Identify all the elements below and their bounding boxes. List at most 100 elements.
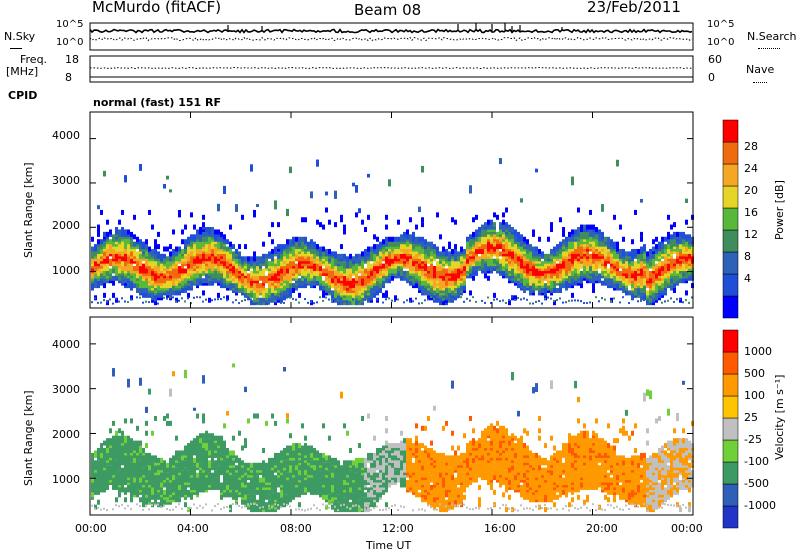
heat-cell (631, 239, 634, 245)
heat-cell (235, 268, 238, 274)
sparse-echo (352, 182, 355, 187)
heat-cell (307, 241, 310, 247)
heat-cell (169, 489, 172, 495)
heat-cell (445, 248, 448, 254)
ground-speckle (505, 302, 507, 305)
heat-cell (118, 435, 121, 441)
power-cbar-tick-16: 16 (744, 206, 758, 219)
ground-speckle (445, 296, 447, 299)
heat-cell (133, 283, 136, 289)
heat-cell (376, 256, 379, 262)
heat-cell (550, 248, 553, 254)
heat-cell (106, 482, 109, 488)
heat-cell (346, 256, 349, 262)
ground-speckle (442, 299, 444, 302)
ground-speckle (157, 302, 159, 305)
heat-cell (640, 231, 643, 237)
heat-cell (592, 246, 595, 252)
heat-cell (259, 283, 262, 289)
heat-cell (217, 229, 220, 235)
velocity-cbar-tick-neg100: -100 (744, 455, 769, 468)
heat-cell (223, 440, 226, 446)
heat-cell (388, 253, 391, 259)
heat-cell (397, 219, 400, 225)
heat-cell (529, 280, 532, 286)
heat-cell (133, 234, 136, 240)
ground-speckle (280, 301, 282, 304)
heat-cell (187, 292, 190, 298)
heat-cell (565, 280, 568, 286)
heat-cell (220, 482, 223, 488)
ground-speckle (142, 301, 144, 304)
velocity-ytick-1000: 1000 (52, 473, 80, 486)
heat-cell (334, 278, 337, 284)
heat-cell (193, 457, 196, 463)
heat-cell (193, 224, 196, 230)
heat-cell (427, 241, 430, 247)
velocity-cbar-tick-neg1000: -1000 (744, 499, 776, 512)
ground-speckle (487, 296, 489, 299)
heat-cell (556, 270, 559, 276)
heat-cell (178, 489, 181, 495)
heat-cell (523, 236, 526, 242)
power-cbar-tick-8: 8 (744, 250, 751, 263)
ground-speckle (511, 296, 513, 299)
heat-cell (343, 224, 346, 230)
heat-cell (235, 465, 238, 471)
heat-cell (502, 212, 505, 218)
ground-speckle (217, 298, 219, 301)
heat-cell (103, 266, 106, 272)
heat-cell (373, 266, 376, 272)
heat-cell (361, 251, 364, 257)
heat-cell (409, 280, 412, 286)
heat-cell (151, 487, 154, 493)
heat-cell (334, 270, 337, 276)
heat-cell (445, 278, 448, 284)
heat-cell (217, 465, 220, 471)
heat-cell (493, 234, 496, 240)
ground-speckle (424, 299, 426, 302)
heat-cell (538, 236, 541, 242)
heat-cell (118, 428, 121, 434)
heat-cell (199, 268, 202, 274)
heat-cell (523, 285, 526, 291)
heat-cell (142, 467, 145, 473)
heat-cell (184, 224, 187, 230)
heat-cell (541, 261, 544, 267)
heat-cell (118, 219, 121, 225)
ground-speckle (187, 297, 189, 300)
heat-cell (91, 452, 94, 458)
heat-cell (373, 270, 376, 276)
heat-cell (388, 236, 391, 242)
heat-cell (247, 470, 250, 476)
heat-cell (532, 251, 535, 257)
heat-cell (382, 292, 385, 298)
heat-cell (373, 244, 376, 250)
heat-cell (247, 287, 250, 293)
ground-speckle (574, 299, 576, 302)
heat-cell (658, 241, 661, 247)
heat-cell (529, 261, 532, 267)
heat-cell (556, 244, 559, 250)
heat-cell (208, 256, 211, 262)
heat-cell (286, 239, 289, 245)
heat-cell (190, 447, 193, 453)
heat-cell (259, 297, 262, 303)
heat-cell (616, 246, 619, 252)
heat-cell (496, 231, 499, 237)
freq-label: Freq. (20, 53, 48, 66)
heat-cell (106, 455, 109, 461)
heat-cell (178, 497, 181, 503)
nsky-panel-frame (89, 22, 694, 51)
heat-cell (577, 236, 580, 242)
ground-speckle (298, 301, 300, 304)
heat-cell (247, 462, 250, 468)
heat-cell (268, 251, 271, 257)
heat-cell (487, 275, 490, 281)
ground-speckle (649, 297, 651, 300)
ground-speckle (451, 296, 453, 299)
sparse-echo (244, 386, 247, 393)
heat-cell (271, 297, 274, 303)
heat-cell (214, 256, 217, 262)
heat-cell (190, 440, 193, 446)
